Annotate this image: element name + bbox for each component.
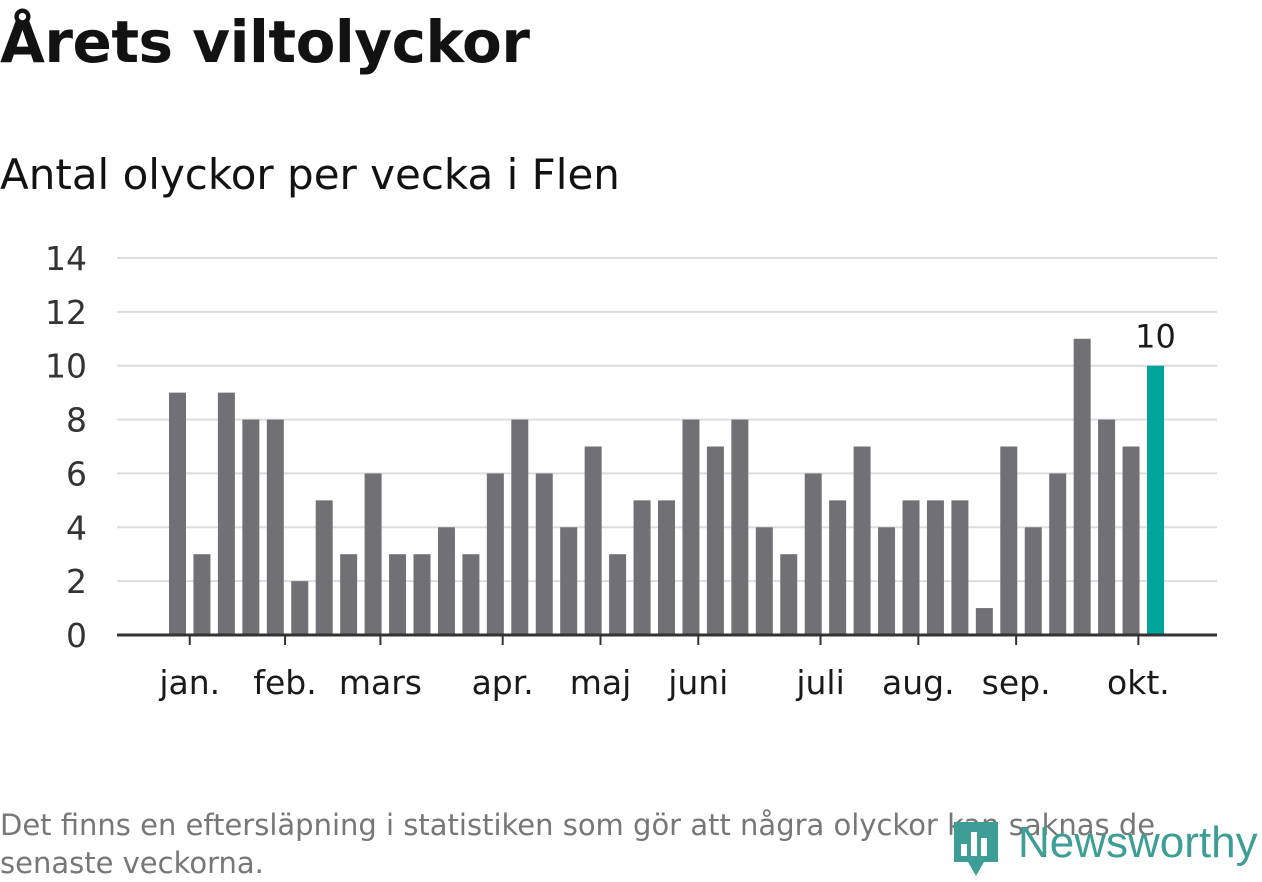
y-tick-label: 10 [45,347,87,386]
bar-week-22 [682,419,700,635]
chart-subtitle: Antal olyckor per vecka i Flen [0,150,620,199]
bar-week-23 [706,446,724,635]
logo-text: Newsworthy [1018,818,1258,867]
bar-week-7 [315,500,333,635]
bar-week-25 [755,527,773,635]
bar-week-4 [242,419,260,635]
bar-week-1 [169,392,186,635]
bar-week-36 [1024,527,1042,635]
bar-latest-week [1147,365,1164,635]
x-tick-label: juli [795,663,844,702]
bar-week-8 [340,554,358,635]
bar-week-19 [609,554,627,635]
bar-week-15 [511,419,529,635]
y-axis-ticks: 0 2 4 6 8 10 12 14 [45,239,87,655]
bar-week-14 [486,473,504,635]
x-tick-label: sep. [982,663,1051,702]
bar-week-40 [1122,446,1140,635]
y-tick-label: 8 [66,401,87,440]
bar-week-39 [1098,419,1116,635]
y-tick-label: 6 [66,454,87,493]
bar-week-18 [584,446,602,635]
y-tick-label: 4 [66,508,87,547]
x-tick-label: mars [339,663,422,702]
y-tick-label: 12 [45,293,87,332]
bar-week-29 [853,446,871,635]
bar-week-12 [437,527,455,635]
bar-week-32 [926,500,944,635]
x-axis: jan. feb. mars apr. maj juni juli aug. sep. okt. [117,633,1217,702]
bar-series [169,338,1164,635]
bar-week-3 [217,392,235,635]
bar-week-16 [535,473,553,635]
y-tick-label: 2 [66,562,87,601]
bar-week-20 [633,500,651,635]
bar-week-38 [1073,338,1091,635]
bar-week-5 [266,419,284,635]
bar-week-11 [413,554,431,635]
bar-week-31 [902,500,920,635]
bar-week-17 [560,527,578,635]
bar-week-30 [878,527,896,635]
bar-week-13 [462,554,480,635]
chart-title: Årets viltolyckor [0,8,530,76]
x-tick-label: okt. [1107,663,1170,702]
bar-week-2 [193,554,211,635]
bar-week-28 [829,500,847,635]
x-tick-label: maj [570,663,632,702]
bar-week-24 [731,419,749,635]
bar-week-21 [658,500,675,635]
bar-week-37 [1049,473,1067,635]
bar-week-27 [804,473,822,635]
bar-week-34 [975,608,993,635]
data-labels: 10 [1135,318,1176,356]
x-tick-label: aug. [882,663,955,702]
x-tick-label: feb. [253,663,316,702]
bar-chart-pin-icon [954,822,998,876]
x-tick-label: apr. [472,663,534,702]
bar-week-26 [780,554,798,635]
newsworthy-logo: Newsworthy [950,812,1262,879]
x-tick-label: jan. [158,663,220,702]
bar-week-33 [951,500,969,635]
y-tick-label: 14 [45,239,87,278]
bar-week-35 [1000,446,1018,635]
x-tick-label: juni [667,663,728,702]
data-label: 10 [1135,318,1176,356]
y-tick-label: 0 [66,616,87,655]
bar-week-10 [389,554,407,635]
bar-week-9 [364,473,382,635]
bar-week-6 [291,581,309,635]
